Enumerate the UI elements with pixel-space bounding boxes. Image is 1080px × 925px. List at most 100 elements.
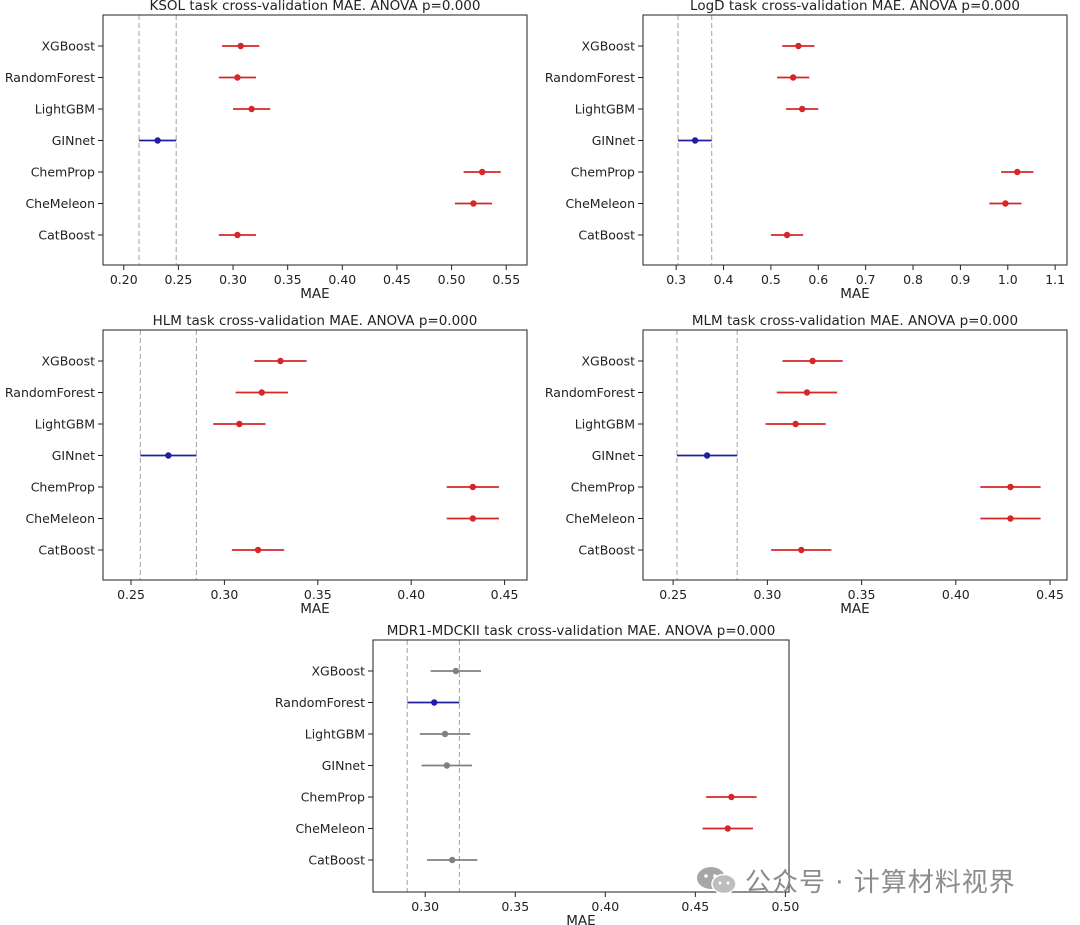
chart-panel-5: MDR1-MDCKII task cross-validation MAE. A… <box>275 623 799 925</box>
wechat-icon <box>697 867 737 895</box>
mean-point <box>1002 200 1009 207</box>
x-tick-label: 0.40 <box>591 899 619 914</box>
x-tick-label: 0.35 <box>848 587 876 602</box>
mean-point <box>449 856 456 864</box>
chart-title: MDR1-MDCKII task cross-validation MAE. A… <box>387 623 776 639</box>
x-tick-label: 0.45 <box>681 899 709 914</box>
x-tick-label: 0.25 <box>164 272 192 287</box>
x-axis-label: MAE <box>840 601 869 617</box>
mean-point <box>431 699 438 706</box>
mean-point <box>237 42 244 50</box>
y-tick-label: CatBoost <box>308 853 365 868</box>
y-tick-label: CheMeleon <box>565 196 635 211</box>
chart-panel-4: MLM task cross-validation MAE. ANOVA p=0… <box>545 313 1068 617</box>
y-tick-label: LightGBM <box>575 102 635 117</box>
mean-point <box>277 357 284 365</box>
mean-point <box>789 74 797 81</box>
y-tick-label: LightGBM <box>35 417 95 432</box>
mean-point <box>1007 483 1014 491</box>
x-tick-label: 0.4 <box>714 272 734 287</box>
plot-frame <box>372 639 790 893</box>
mean-point <box>798 105 806 113</box>
plot-frame <box>102 14 528 266</box>
mean-point <box>452 667 460 675</box>
x-tick-label: 0.30 <box>753 587 781 602</box>
x-tick-label: 0.45 <box>491 587 519 602</box>
x-axis-label: MAE <box>566 913 595 925</box>
mean-point <box>469 515 477 522</box>
mean-point <box>792 420 799 428</box>
y-tick-label: RandomForest <box>275 695 365 710</box>
x-tick-label: 0.9 <box>950 272 970 287</box>
x-tick-label: 1.1 <box>1045 272 1065 287</box>
x-tick-label: 0.40 <box>942 587 970 602</box>
x-tick-label: 0.50 <box>438 272 466 287</box>
y-tick-label: RandomForest <box>545 385 635 400</box>
mean-point <box>691 137 699 144</box>
x-tick-label: 0.50 <box>771 899 799 914</box>
mean-point <box>258 389 265 396</box>
y-tick-label: RandomForest <box>5 385 95 400</box>
mean-point <box>469 483 477 491</box>
chart-panel-2: LogD task cross-validation MAE. ANOVA p=… <box>545 0 1068 302</box>
y-tick-label: LightGBM <box>305 727 365 742</box>
plot-frame <box>102 329 528 581</box>
x-tick-label: 0.6 <box>808 272 828 287</box>
y-tick-label: GINnet <box>52 448 95 463</box>
chart-title: LogD task cross-validation MAE. ANOVA p=… <box>690 0 1020 14</box>
y-tick-label: CatBoost <box>38 228 95 243</box>
plot-frame <box>642 14 1068 266</box>
mean-point <box>443 762 451 769</box>
x-tick-label: 0.35 <box>304 587 332 602</box>
x-tick-label: 0.30 <box>411 899 439 914</box>
x-tick-label: 0.8 <box>903 272 923 287</box>
x-tick-label: 0.30 <box>219 272 247 287</box>
y-tick-label: CheMeleon <box>25 196 95 211</box>
y-tick-label: XGBoost <box>581 39 635 54</box>
y-tick-label: ChemProp <box>31 480 95 495</box>
y-tick-label: GINnet <box>52 133 95 148</box>
mean-point <box>1007 515 1014 522</box>
mean-point <box>441 730 449 738</box>
y-tick-label: RandomForest <box>545 70 635 85</box>
x-tick-label: 0.7 <box>856 272 876 287</box>
mean-point <box>1014 168 1021 176</box>
y-tick-label: ChemProp <box>301 790 365 805</box>
mean-point <box>165 452 172 459</box>
y-tick-label: RandomForest <box>5 70 95 85</box>
y-tick-label: CheMeleon <box>565 511 635 526</box>
y-tick-label: GINnet <box>322 758 365 773</box>
x-tick-label: 0.35 <box>501 899 529 914</box>
mean-point <box>809 357 816 365</box>
y-tick-label: CatBoost <box>578 228 635 243</box>
mean-point <box>795 42 802 50</box>
y-tick-label: XGBoost <box>581 354 635 369</box>
mean-point <box>728 793 735 801</box>
x-axis-label: MAE <box>300 286 329 302</box>
y-tick-label: LightGBM <box>35 102 95 117</box>
mean-point <box>803 389 811 396</box>
y-tick-label: CatBoost <box>578 543 635 558</box>
x-tick-label: 0.35 <box>274 272 302 287</box>
x-tick-label: 0.40 <box>397 587 425 602</box>
mean-point <box>234 74 241 81</box>
mean-point <box>798 546 805 554</box>
y-tick-label: ChemProp <box>571 165 635 180</box>
x-tick-label: 0.55 <box>492 272 520 287</box>
mean-point <box>470 200 477 207</box>
y-tick-label: LightGBM <box>575 417 635 432</box>
mean-point <box>478 168 486 176</box>
y-tick-label: GINnet <box>592 133 635 148</box>
y-tick-label: XGBoost <box>311 664 365 679</box>
x-axis-label: MAE <box>300 601 329 617</box>
mean-point <box>254 546 262 554</box>
x-tick-label: 0.45 <box>383 272 411 287</box>
watermark: 公众号 · 计算材料视界 <box>695 862 1016 898</box>
y-tick-label: XGBoost <box>41 39 95 54</box>
chart-title: MLM task cross-validation MAE. ANOVA p=0… <box>692 313 1018 329</box>
y-tick-label: GINnet <box>592 448 635 463</box>
chart-title: KSOL task cross-validation MAE. ANOVA p=… <box>150 0 481 14</box>
x-tick-label: 1.0 <box>998 272 1018 287</box>
x-tick-label: 0.20 <box>110 272 138 287</box>
y-tick-label: CheMeleon <box>25 511 95 526</box>
